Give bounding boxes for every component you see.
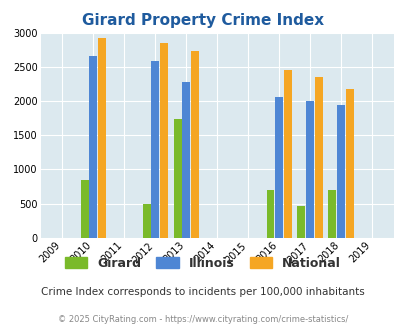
- Bar: [173, 119, 181, 238]
- Bar: [328, 190, 336, 238]
- Bar: [266, 190, 274, 238]
- Bar: [160, 43, 168, 238]
- Text: Crime Index corresponds to incidents per 100,000 inhabitants: Crime Index corresponds to incidents per…: [41, 287, 364, 297]
- Bar: [345, 89, 353, 238]
- Bar: [142, 204, 150, 238]
- Text: Girard Property Crime Index: Girard Property Crime Index: [82, 13, 323, 28]
- Bar: [98, 38, 106, 238]
- Bar: [314, 77, 322, 238]
- Bar: [81, 180, 88, 238]
- Bar: [275, 97, 282, 238]
- Bar: [151, 61, 159, 238]
- Bar: [305, 101, 313, 238]
- Bar: [336, 105, 344, 238]
- Bar: [297, 206, 305, 238]
- Legend: Girard, Illinois, National: Girard, Illinois, National: [60, 252, 345, 275]
- Bar: [283, 70, 291, 238]
- Text: © 2025 CityRating.com - https://www.cityrating.com/crime-statistics/: © 2025 CityRating.com - https://www.city…: [58, 315, 347, 324]
- Bar: [190, 51, 198, 238]
- Bar: [89, 55, 97, 238]
- Bar: [182, 82, 190, 238]
